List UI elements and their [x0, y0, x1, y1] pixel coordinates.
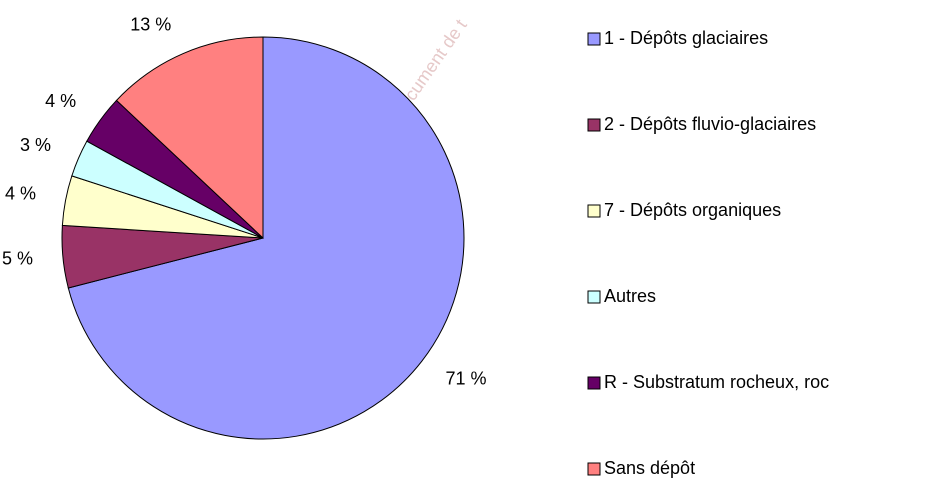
legend-swatch [587, 118, 601, 132]
legend-label: 1 - Dépôts glaciaires [604, 28, 768, 48]
data-label: 5 % [2, 248, 33, 268]
legend-swatch [587, 32, 601, 46]
pie-slice [115, 36, 264, 240]
data-label: 13 % [130, 15, 171, 35]
legend-swatch [587, 376, 601, 390]
data-label: 3 % [20, 135, 51, 155]
data-label: 71 % [446, 368, 487, 388]
legend-label: 2 - Dépôts fluvio-glaciaires [604, 114, 816, 134]
legend-swatch [587, 204, 601, 218]
data-label: 4 % [45, 91, 76, 111]
legend-label: 7 - Dépôts organiques [604, 200, 781, 220]
legend-label: Sans dépôt [604, 458, 695, 478]
legend-swatch [587, 462, 601, 476]
data-label: 4 % [5, 183, 36, 203]
legend-label: R - Substratum rocheux, roc [604, 372, 829, 392]
legend-swatch [587, 290, 601, 304]
legend-label: Autres [604, 286, 656, 306]
pie-slice [67, 36, 465, 440]
